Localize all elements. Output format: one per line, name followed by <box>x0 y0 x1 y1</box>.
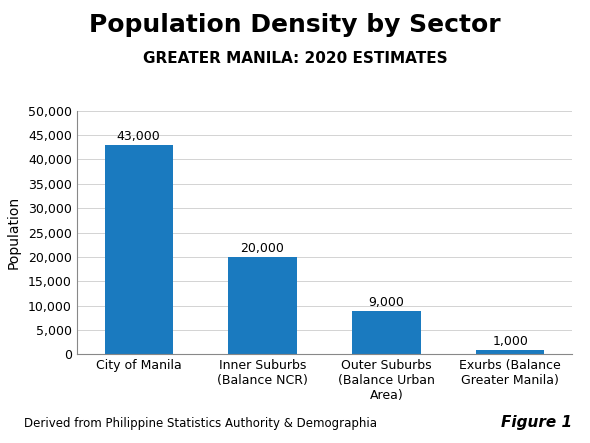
Bar <box>476 350 545 354</box>
Text: Figure 1: Figure 1 <box>501 415 572 430</box>
Text: 43,000: 43,000 <box>117 130 160 143</box>
Y-axis label: Population: Population <box>7 196 21 269</box>
Bar <box>228 257 297 354</box>
Bar <box>104 145 173 354</box>
Bar <box>352 311 421 354</box>
Text: GREATER MANILA: 2020 ESTIMATES: GREATER MANILA: 2020 ESTIMATES <box>143 51 447 66</box>
Text: Population Density by Sector: Population Density by Sector <box>89 13 501 37</box>
Text: 9,000: 9,000 <box>369 296 404 309</box>
Text: 20,000: 20,000 <box>241 242 284 255</box>
Text: 1,000: 1,000 <box>493 335 528 348</box>
Text: Derived from Philippine Statistics Authority & Demographia: Derived from Philippine Statistics Autho… <box>24 417 376 430</box>
